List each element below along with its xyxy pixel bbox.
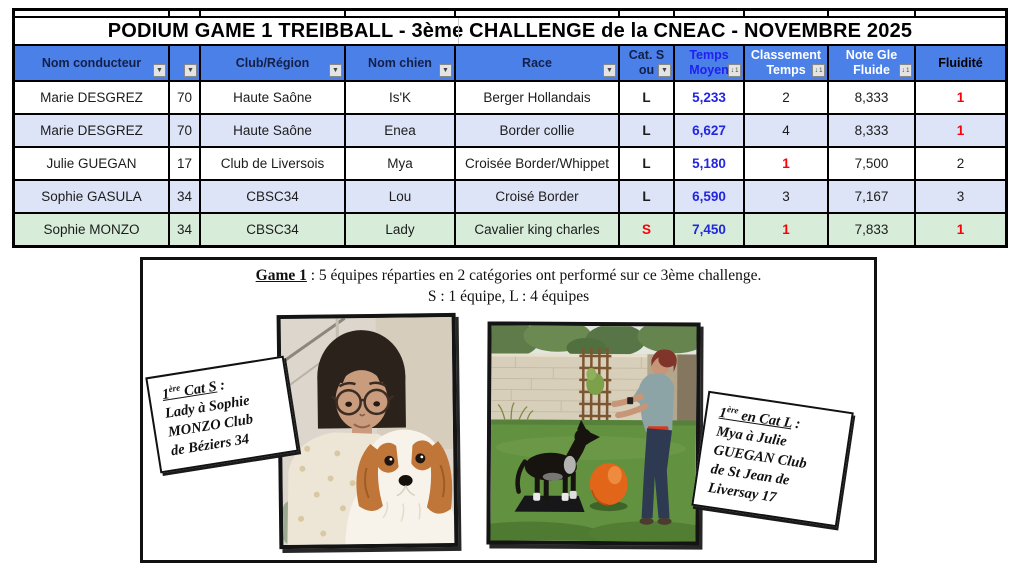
table-row: Julie GUEGAN 17 Club de Liversois Mya Cr… [15,148,1005,181]
col-header-categorie: Cat. S ou ▼ [620,46,675,80]
cell-note-gle-fluide: 8,333 [829,82,916,113]
photo-cat-l-winner [486,321,701,546]
filter-dropdown-icon[interactable]: ▼ [153,64,166,77]
cell-nom-conducteur: Marie DESGREZ [15,115,170,146]
filter-dropdown-icon[interactable]: ▼ [603,64,616,77]
cell-temps-moyen: 5,180 [675,148,745,179]
cell-fluidite: 1 [956,123,965,138]
photo-cat-s-winner [276,312,459,550]
table-header-row: Nom conducteur ▼ ▼ Club/Région ▼ Nom chi… [15,46,1005,82]
cell-categorie: L [620,82,675,113]
cell-race: Border collie [456,115,620,146]
cell-classement-temps: 4 [745,115,829,146]
note-cat-l-winner: 1ère en Cat L : Mya à Julie GUEGAN Club … [691,390,854,528]
cell-nom-chien: Is'K [346,82,456,113]
game1-panel: Game 1 : 5 équipes réparties en 2 catégo… [140,257,877,563]
black-dog [515,419,600,501]
handler-woman [611,349,677,525]
col-header-race: Race ▼ [456,46,620,80]
table-row: Marie DESGREZ 70 Haute Saône Is'K Berger… [15,82,1005,115]
cell-nom-chien: Lou [346,181,456,212]
podium-table: PODIUM GAME 1 TREIBBALL - 3ème CHALLENGE… [12,8,1008,248]
cell-nom-conducteur: Julie GUEGAN [15,148,170,179]
cell-race: Berger Hollandais [456,82,620,113]
cell-fluidite: 1 [956,222,965,237]
cell-note-gle-fluide: 7,167 [829,181,916,212]
col-header-note-gle-fluide: Note Gle Fluide ↓ 1 [829,46,916,80]
col-header-temps-moyen: Temps Moyen ↓ 1 [675,46,745,80]
cell-classement-temps: 1 [745,214,829,245]
col-header-nom-conducteur: Nom conducteur ▼ [15,46,170,80]
cell-fluidite: 2 [956,156,965,171]
cell-classement-temps: 2 [745,82,829,113]
cell-race: Croisé Border [456,181,620,212]
cell-departement: 17 [170,148,201,179]
table-top-strip [15,11,1005,18]
cell-nom-conducteur: Sophie MONZO [15,214,170,245]
table-row: Sophie MONZO 34 CBSC34 Lady Cavalier kin… [15,214,1005,245]
cell-note-gle-fluide: 8,333 [829,115,916,146]
cavalier-dog [345,429,455,545]
sort-filter-icon[interactable]: ↓ 1 [899,64,912,77]
cell-note-gle-fluide: 7,833 [829,214,916,245]
cell-club-region: CBSC34 [201,214,346,245]
table-title: PODIUM GAME 1 TREIBBALL - 3ème CHALLENGE… [15,18,1005,46]
table-row: Marie DESGREZ 70 Haute Saône Enea Border… [15,115,1005,148]
filter-dropdown-icon[interactable]: ▼ [658,64,671,77]
cell-race: Croisée Border/Whippet [456,148,620,179]
cell-categorie: S [620,214,675,245]
filter-dropdown-icon[interactable]: ▼ [184,64,197,77]
cell-fluidite: 3 [956,189,965,204]
cell-departement: 70 [170,82,201,113]
glasses-icon [330,388,395,416]
woman-cat-s [287,330,406,545]
cell-nom-chien: Enea [346,115,456,146]
cell-categorie: L [620,115,675,146]
filter-dropdown-icon[interactable]: ▼ [439,64,452,77]
cell-classement-temps: 1 [745,148,829,179]
col-header-fluidite: Fluidité [938,55,983,70]
cell-fluidite: 1 [956,90,965,105]
cell-classement-temps: 3 [745,181,829,212]
cell-race: Cavalier king charles [456,214,620,245]
cell-club-region: CBSC34 [201,181,346,212]
cell-club-region: Haute Saône [201,115,346,146]
cell-nom-conducteur: Marie DESGREZ [15,82,170,113]
cell-departement: 70 [170,115,201,146]
cavalier-dog-selfie-illustration [280,316,455,546]
col-header-departement: ▼ [170,46,201,80]
cell-temps-moyen: 5,233 [675,82,745,113]
cell-nom-chien: Lady [346,214,456,245]
note-cat-s-winner: 1ère Cat S : Lady à Sophie MONZO Club de… [145,355,299,474]
cell-club-region: Club de Liversois [201,148,346,179]
cell-temps-moyen: 6,590 [675,181,745,212]
sort-filter-icon[interactable]: ↓ 1 [728,64,741,77]
filter-dropdown-icon[interactable]: ▼ [329,64,342,77]
weeds [497,402,534,421]
cell-departement: 34 [170,181,201,212]
col-header-nom-chien: Nom chien ▼ [346,46,456,80]
cell-nom-conducteur: Sophie GASULA [15,181,170,212]
caption-game-label: Game 1 [255,267,307,284]
game1-caption: Game 1 : 5 équipes réparties en 2 catégo… [255,267,762,305]
cell-club-region: Haute Saône [201,82,346,113]
sort-filter-icon[interactable]: ↓ 1 [812,64,825,77]
cell-temps-moyen: 7,450 [675,214,745,245]
cell-departement: 34 [170,214,201,245]
treibball-training-illustration [490,325,697,542]
table-row: Sophie GASULA 34 CBSC34 Lou Croisé Borde… [15,181,1005,214]
col-header-classement-temps: Classement Temps ↓ 1 [745,46,829,80]
cell-categorie: L [620,181,675,212]
col-header-club-region: Club/Région ▼ [201,46,346,80]
cell-note-gle-fluide: 7,500 [829,148,916,179]
cell-temps-moyen: 6,627 [675,115,745,146]
cell-nom-chien: Mya [346,148,456,179]
cell-categorie: L [620,148,675,179]
caption-categories: S : 1 équipe, L : 4 équipes [427,287,590,305]
